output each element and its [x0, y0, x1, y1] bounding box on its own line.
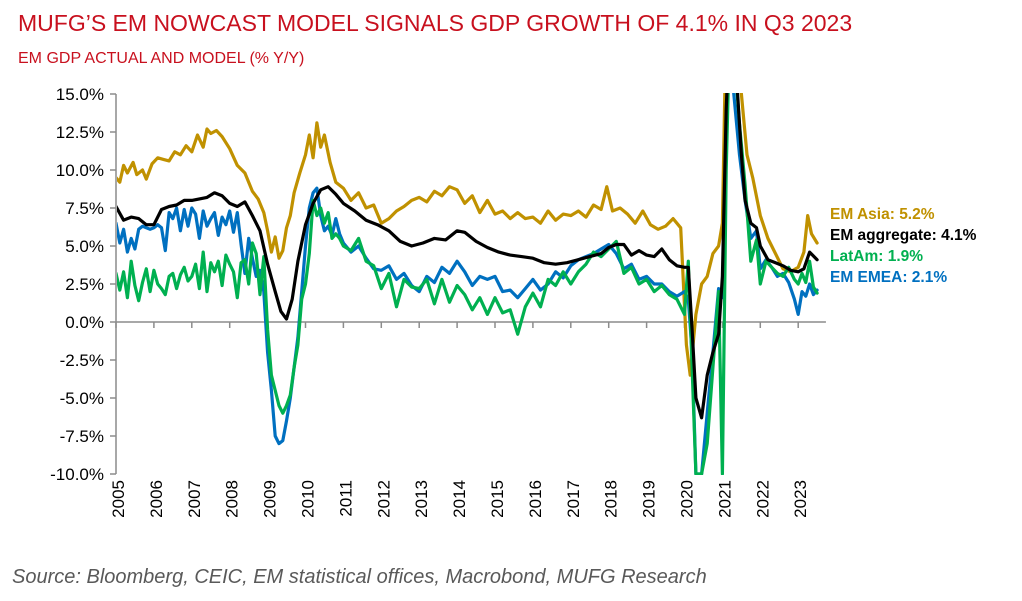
series-line-latam — [117, 93, 819, 475]
series-line-em-aggregate — [117, 93, 819, 420]
x-tick-label: 2023 — [791, 480, 810, 518]
x-tick-label: 2013 — [412, 480, 431, 518]
x-tick-label: 2022 — [753, 480, 772, 518]
x-tick-label: 2008 — [223, 480, 242, 518]
y-tick-label: -2.5% — [60, 351, 104, 370]
series-line-em-emea — [117, 93, 819, 475]
x-tick-label: 2020 — [678, 480, 697, 518]
x-tick-label: 2010 — [299, 480, 318, 518]
chart-title: MUFG’S EM NOWCAST MODEL SIGNALS GDP GROW… — [18, 10, 853, 36]
y-tick-label: -10.0% — [50, 465, 104, 484]
x-tick-label: 2017 — [564, 480, 583, 518]
y-tick-label: 12.5% — [56, 123, 104, 142]
y-tick-label: -7.5% — [60, 427, 104, 446]
x-tick-label: 2009 — [261, 480, 280, 518]
y-tick-label: 5.0% — [65, 237, 104, 256]
source-note: Source: Bloomberg, CEIC, EM statistical … — [12, 566, 707, 588]
x-tick-label: 2019 — [640, 480, 659, 518]
y-tick-label: 0.0% — [65, 313, 104, 332]
x-tick-label: 2007 — [185, 480, 204, 518]
y-tick-label: -5.0% — [60, 389, 104, 408]
legend-label-em-asia: EM Asia: 5.2% — [830, 206, 935, 223]
chart-subtitle: EM GDP ACTUAL AND MODEL (% Y/Y) — [18, 50, 305, 67]
x-tick-label: 2018 — [602, 480, 621, 518]
y-tick-label: 7.5% — [65, 199, 104, 218]
x-tick-label: 2015 — [488, 480, 507, 518]
legend-label-latam: LatAm: 1.9% — [830, 248, 923, 265]
x-tick-label: 2005 — [109, 480, 128, 518]
x-tick-label: 2021 — [715, 480, 734, 518]
x-tick-label: 2006 — [147, 480, 166, 518]
legend-label-em-aggregate: EM aggregate: 4.1% — [830, 227, 977, 244]
y-tick-label: 15.0% — [56, 85, 104, 104]
y-tick-label: 2.5% — [65, 275, 104, 294]
series-line-em-asia — [117, 93, 819, 377]
y-tick-label: 10.0% — [56, 161, 104, 180]
x-tick-label: 2012 — [374, 480, 393, 518]
x-tick-label: 2011 — [336, 480, 355, 517]
x-tick-label: 2014 — [450, 480, 469, 518]
x-tick-label: 2016 — [526, 480, 545, 518]
legend-label-em-emea: EM EMEA: 2.1% — [830, 269, 947, 286]
